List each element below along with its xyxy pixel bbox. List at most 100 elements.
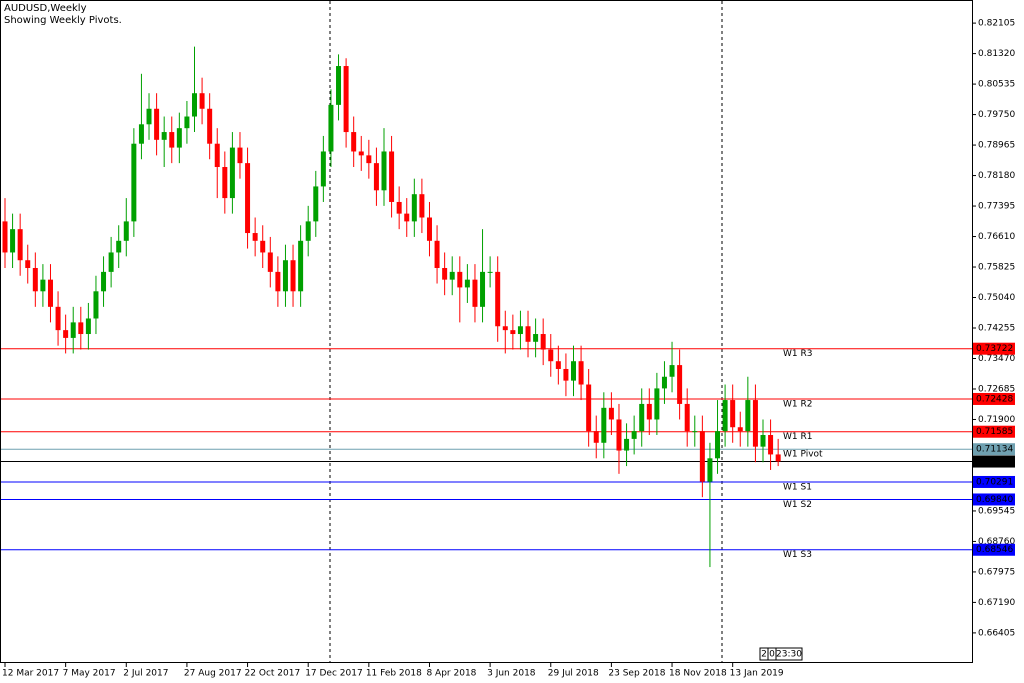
candle-body: [411, 194, 417, 222]
timer-text: 2: [761, 650, 767, 660]
candle-body: [245, 163, 251, 234]
x-tick-label: 18 Nov 2018: [669, 669, 727, 679]
candle-body: [260, 240, 266, 253]
candle-body: [624, 438, 630, 451]
candle-body: [457, 271, 463, 288]
candle-body: [752, 400, 758, 447]
candle-body: [40, 279, 46, 292]
chart-title: AUDUSD,Weekly: [4, 3, 87, 14]
candle-body: [775, 454, 781, 462]
candle-body: [343, 66, 349, 133]
candle-body: [32, 267, 38, 292]
candle-body: [101, 271, 107, 292]
candle-body: [252, 233, 258, 241]
candle-body: [646, 403, 652, 420]
chart-subtitle: Showing Weekly Pivots.: [4, 15, 122, 26]
candle-body: [93, 291, 99, 319]
pivot-level-name: W1 Pivot: [783, 450, 823, 460]
candle-body: [207, 108, 213, 144]
candle-body: [275, 271, 281, 292]
x-tick-label: 22 Oct 2017: [245, 669, 301, 679]
pivot-level-price-box: [973, 493, 1015, 506]
timer-box: [775, 647, 803, 661]
y-tick-label: 0.69545: [978, 506, 1015, 516]
pivot-level-name: W1 R1: [783, 432, 812, 442]
candle-body: [222, 167, 228, 199]
candle-body: [525, 326, 531, 342]
candle-body: [555, 361, 561, 369]
candle-body: [267, 252, 273, 272]
pivot-level-name: W1 S2: [783, 500, 812, 510]
candle-body: [47, 279, 53, 307]
pivot-level-price-box: [973, 475, 1015, 488]
candle-body: [328, 104, 334, 152]
pivot-level-price-label: 0.68546: [976, 545, 1013, 555]
candle-body: [707, 458, 713, 482]
pivot-level-price-label: 0.69840: [976, 495, 1013, 505]
pivot-level-name: W1 S3: [783, 550, 812, 560]
candle-body: [669, 365, 675, 377]
y-tick-label: 0.74255: [978, 324, 1015, 334]
candle-body: [320, 151, 326, 187]
pivot-level-price-label: 0.70291: [976, 477, 1013, 487]
y-tick-label: 0.72685: [978, 384, 1015, 394]
candle-body: [146, 108, 152, 125]
candle-body: [351, 132, 357, 152]
y-tick-label: 0.76610: [978, 232, 1015, 242]
x-tick-label: 11 Feb 2018: [366, 669, 422, 679]
candle-body: [578, 361, 584, 385]
candle-body: [290, 260, 296, 292]
candle-body: [131, 143, 137, 222]
timer-text: 0: [769, 650, 775, 660]
candle-body: [70, 322, 76, 338]
candle-body: [616, 419, 622, 451]
candle-body: [169, 132, 175, 148]
candle-body: [692, 431, 698, 433]
candle-body: [722, 400, 728, 432]
x-tick-label: 17 Dec 2017: [305, 669, 363, 679]
candle-body: [358, 151, 364, 156]
x-tick-label: 7 May 2017: [63, 669, 116, 679]
pivot-level-price-label: 0.71585: [976, 427, 1013, 437]
pivot-level-name: W1 R3: [783, 349, 812, 359]
y-tick-label: 0.77395: [978, 202, 1015, 212]
candle-body: [593, 431, 599, 443]
candle-body: [510, 330, 516, 335]
candle-body: [214, 143, 220, 168]
candle-body: [63, 330, 69, 338]
candle-body: [404, 213, 410, 222]
candle-body: [108, 252, 114, 272]
candle-body: [745, 400, 751, 432]
pivot-level-name: W1 S1: [783, 482, 812, 492]
candle-body: [472, 279, 478, 307]
candle-body: [336, 66, 342, 105]
candle-body: [487, 271, 493, 273]
candle-body: [161, 132, 167, 140]
candle-body: [442, 267, 448, 280]
candle-body: [426, 217, 432, 241]
candle-body: [184, 116, 190, 129]
candle-body: [563, 368, 569, 381]
y-tick-label: 0.73470: [978, 354, 1015, 364]
y-tick-label: 0.75825: [978, 263, 1015, 273]
x-tick-label: 29 Jul 2018: [548, 669, 599, 679]
candle-body: [237, 147, 243, 164]
candle-body: [533, 334, 539, 342]
candle-body: [730, 400, 736, 428]
candle-body: [17, 229, 23, 261]
pivot-level-price-box: [973, 392, 1015, 405]
candle-body: [373, 163, 379, 191]
pivot-level-price-box: [973, 543, 1015, 556]
candle-body: [78, 322, 84, 335]
candle-body: [495, 271, 501, 327]
y-tick-label: 0.75040: [978, 293, 1015, 303]
y-tick-label: 0.78965: [978, 141, 1015, 151]
candle-body: [571, 361, 576, 381]
candle-body: [154, 108, 160, 140]
y-tick-label: 0.82105: [978, 19, 1015, 29]
y-tick-label: 0.68760: [978, 537, 1015, 547]
candle-body: [517, 326, 523, 335]
y-tick-label: 0.81320: [978, 49, 1015, 59]
y-tick-label: 0.78180: [978, 171, 1015, 181]
